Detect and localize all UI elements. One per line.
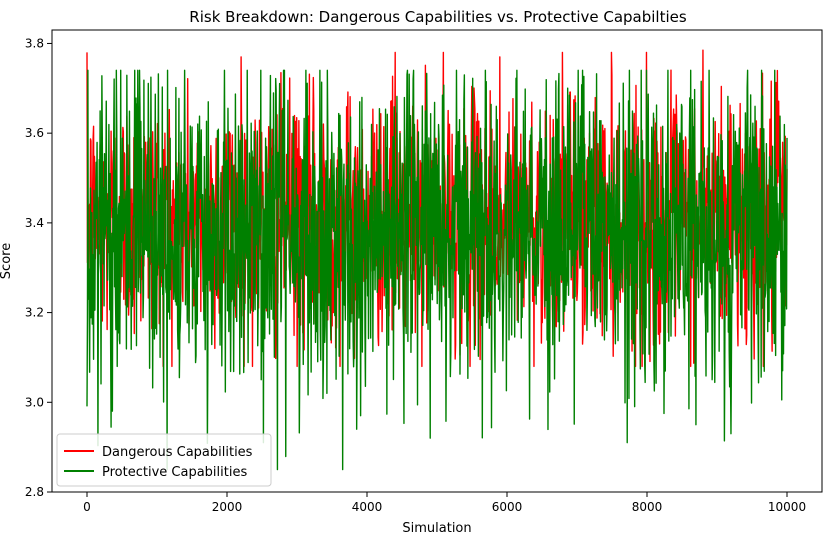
x-axis-label: Simulation — [402, 521, 471, 536]
x-tick-label: 0 — [83, 500, 91, 514]
legend-label-dangerous: Dangerous Capabilities — [102, 445, 253, 460]
x-axis-ticks: 0 2000 4000 6000 8000 10000 — [83, 492, 806, 514]
legend: Dangerous Capabilities Protective Capabi… — [56, 433, 272, 487]
legend-label-protective: Protective Capabilities — [102, 465, 247, 480]
series-line-protective — [86, 69, 788, 471]
x-tick-label: 4000 — [352, 500, 383, 514]
x-tick-label: 6000 — [492, 500, 523, 514]
y-tick-label: 3.4 — [25, 216, 44, 230]
y-tick-label: 3.6 — [25, 126, 44, 140]
y-tick-label: 2.8 — [25, 485, 44, 499]
y-tick-label: 3.0 — [25, 395, 44, 409]
x-tick-label: 2000 — [212, 500, 243, 514]
chart-title: Risk Breakdown: Dangerous Capabilities v… — [189, 8, 687, 26]
y-axis-ticks: 2.8 3.0 3.2 3.4 3.6 3.8 — [25, 36, 52, 499]
y-tick-label: 3.8 — [25, 36, 44, 50]
plot-frame — [51, 29, 823, 493]
legend-box — [56, 433, 272, 487]
series-layer — [86, 49, 788, 471]
y-axis-label: Score — [0, 243, 14, 279]
x-tick-label: 8000 — [632, 500, 663, 514]
x-tick-label: 10000 — [768, 500, 806, 514]
y-tick-label: 3.2 — [25, 306, 44, 320]
